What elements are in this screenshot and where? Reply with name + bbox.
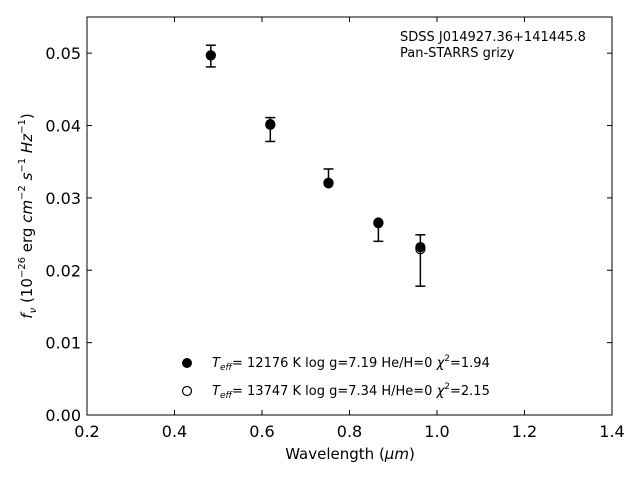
x-tick-label: 0.8 <box>337 422 362 441</box>
y-tick-label: 0.03 <box>45 189 81 208</box>
object-name-annotation: SDSS J014927.36+141445.8 <box>400 30 586 45</box>
legend-entry-2: Teff= 13747 K log g=7.34 H/He=0 χ2=2.15 <box>212 382 490 401</box>
plot-area <box>86 16 613 416</box>
y-tick-label: 0.02 <box>45 261 81 280</box>
x-tick-label: 0.2 <box>74 422 99 441</box>
y-tick-label: 0.00 <box>45 406 81 425</box>
x-tick-label: 0.4 <box>162 422 187 441</box>
x-tick-label: 1.0 <box>424 422 449 441</box>
model-point-filled <box>205 50 216 61</box>
x-axis-title: Wavelength (μm) <box>285 445 415 463</box>
model-point-filled <box>415 242 426 253</box>
y-tick-label: 0.05 <box>45 44 81 63</box>
legend-marker-filled <box>182 358 192 368</box>
data-points <box>205 50 426 255</box>
survey-annotation: Pan-STARRS grizy <box>400 46 515 61</box>
model-point-filled <box>265 118 276 130</box>
model-point-filled <box>323 177 334 188</box>
x-tick-label: 1.4 <box>599 422 624 441</box>
x-tick-label: 1.2 <box>512 422 537 441</box>
y-tick-label: 0.01 <box>45 334 81 353</box>
y-axis-title: fν (10−26 erg cm−2 s−1 Hz−1) <box>17 113 39 318</box>
legend-marker-open <box>181 385 193 397</box>
legend-entry-1: Teff= 12176 K log g=7.19 He/H=0 χ2=1.94 <box>212 354 490 373</box>
model-point-filled <box>373 217 384 228</box>
x-tick-label: 0.6 <box>249 422 274 441</box>
y-tick-label: 0.04 <box>45 117 81 136</box>
axis-ticks: 0.2 0.4 0.6 0.8 1.0 1.2 1.4 0.00 0.01 0.02 0.03 0.0… <box>45 17 625 441</box>
